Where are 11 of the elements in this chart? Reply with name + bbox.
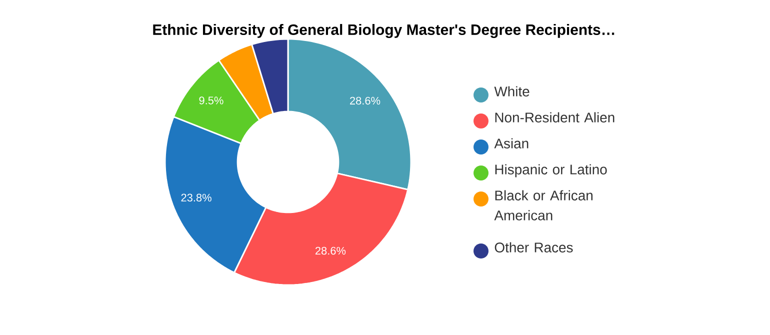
legend-label: Asian <box>494 138 528 148</box>
legend-label: Other Races <box>494 242 573 252</box>
chart-title: Ethnic Diversity of General Biology Master's Degree Recipients… <box>153 24 614 38</box>
legend-label: Non-Resident Alien <box>495 112 614 122</box>
data-label: 9.5% <box>199 96 224 104</box>
legend-label: White <box>494 86 530 96</box>
data-label: 28.6% <box>315 246 346 255</box>
data-label: 23.8% <box>181 194 212 202</box>
legend-label: Hispanic or Latino <box>495 164 607 178</box>
data-label: 28.6% <box>350 96 380 105</box>
legend-label: Black or African American <box>494 190 593 220</box>
